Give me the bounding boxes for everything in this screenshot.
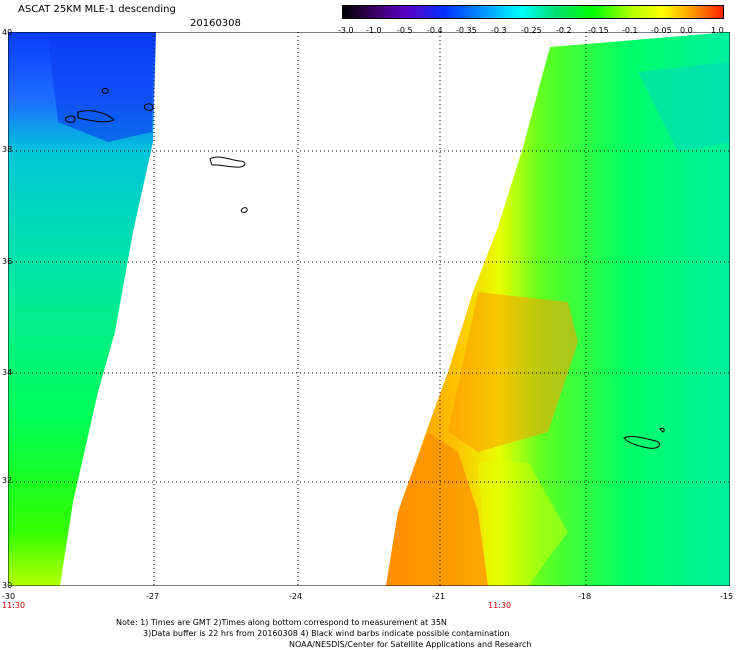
time-label-east: 11:30 [488, 601, 512, 610]
lat-label-40: 40 [2, 28, 13, 37]
colorbar-tick: -0.05 [651, 26, 672, 35]
swath-west [8, 32, 156, 586]
colorbar-tick: -0.35 [456, 26, 477, 35]
colorbar-tick: -1.0 [366, 26, 382, 35]
colorbar-tick: -0.2 [556, 26, 572, 35]
note-line-2: 3)Data buffer is 22 hrs from 20160308 4)… [143, 629, 510, 638]
colorbar-tick: 1.0 [711, 26, 724, 35]
lon-label-minus24: -24 [289, 592, 303, 601]
lon-label-minus21: -21 [432, 592, 446, 601]
colorbar [342, 5, 724, 19]
lat-label-30: 30 [2, 581, 13, 590]
note-line-3: NOAA/NESDIS/Center for Satellite Applica… [289, 640, 532, 649]
lon-label-minus15: -15 [720, 592, 734, 601]
colorbar-tick: -0.25 [521, 26, 542, 35]
chart-title: ASCAT 25KM MLE-1 descending [18, 4, 176, 15]
swath-east-orange-south [386, 432, 488, 586]
swath-east-cyan [638, 62, 730, 152]
time-label-west: 11:30 [2, 601, 26, 610]
map-plot [8, 32, 730, 586]
colorbar-tick: -0.3 [491, 26, 507, 35]
note-line-1: Note: 1) Times are GMT 2)Times along bot… [116, 618, 447, 627]
swath-east-yellow [478, 462, 568, 586]
colorbar-tick: -0.15 [588, 26, 609, 35]
lat-label-36: 36 [2, 257, 13, 266]
swath-east-orange [448, 292, 578, 452]
lon-label-minus27: -27 [146, 592, 160, 601]
lon-label-minus18: -18 [578, 592, 592, 601]
azores-island-outlines [65, 88, 248, 213]
lon-label-minus30: -30 [2, 592, 16, 601]
colorbar-tick: -0.1 [622, 26, 638, 35]
colorbar-tick: 0.0 [680, 26, 693, 35]
colorbar-tick: -0.5 [397, 26, 413, 35]
madeira-island-outline [623, 427, 665, 449]
colorbar-tick: -3.0 [338, 26, 354, 35]
lat-label-34: 34 [2, 368, 13, 377]
grid-lines [8, 32, 730, 586]
colorbar-tick: -0.4 [427, 26, 443, 35]
chart-date: 20160308 [190, 18, 241, 29]
swath-west-blue-core [48, 37, 153, 142]
lat-label-38: 38 [2, 145, 13, 154]
lat-label-32: 32 [2, 476, 13, 485]
